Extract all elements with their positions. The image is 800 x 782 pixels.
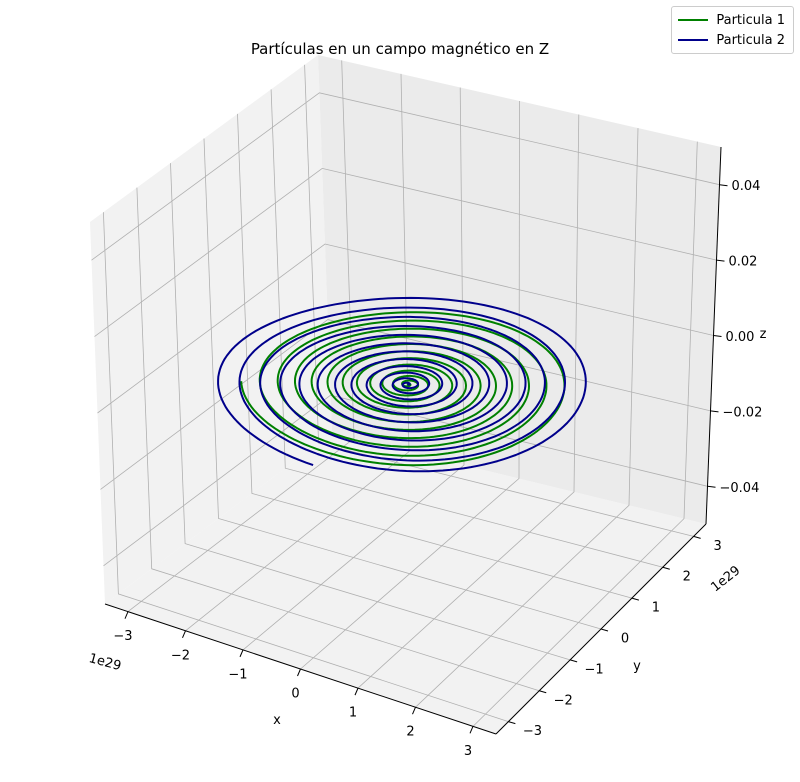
legend-swatch-1 [678, 19, 709, 21]
legend-label-1: Particula 1 [716, 12, 785, 28]
z-tick-mark [716, 259, 725, 262]
y-tick-mark [539, 690, 547, 694]
x-tick-mark [354, 687, 359, 696]
x-grid-line [357, 114, 580, 689]
z-grid-line [97, 243, 714, 414]
x-tick-label: 2 [406, 725, 414, 740]
y-tick-label: 3 [713, 539, 721, 554]
grid-lines [91, 60, 720, 727]
y-grid-line [304, 64, 694, 537]
x-tick-mark [412, 707, 416, 715]
chart-title: Partículas en un campo magnético en Z [251, 40, 549, 58]
z-tick-label: 0.02 [729, 255, 758, 270]
z-grid-line [94, 167, 717, 337]
y-tick-label: 0 [621, 632, 629, 647]
z-tick-label: 0.04 [732, 179, 761, 194]
y-tick-mark [631, 597, 640, 601]
y-grid-line [203, 138, 602, 630]
series-line-2 [217, 296, 587, 473]
x-tick-label: −3 [113, 629, 132, 644]
x-tick-label: 3 [464, 744, 472, 759]
x-tick-mark [124, 611, 129, 619]
z-tick-mark [713, 335, 722, 337]
x-offset-label: 1e29 [87, 651, 123, 674]
z-tick-label: −0.02 [723, 405, 763, 420]
y-tick-label: −1 [585, 662, 604, 677]
z-grid-line [103, 394, 708, 567]
z-tick-mark [707, 485, 716, 488]
x-tick-label: −2 [171, 648, 190, 663]
legend-entry-2: Particula 2 [678, 30, 785, 50]
y-tick-label: −2 [554, 693, 573, 708]
legend-entry-1: Particula 1 [678, 10, 785, 30]
x-grid-line [300, 100, 520, 670]
chart-legend: Particula 1 Particula 2 [671, 6, 794, 54]
z-tick-mark [710, 410, 719, 413]
x-tick-mark [469, 726, 474, 734]
z-axis-label: z [760, 327, 767, 342]
y-tick-mark [569, 659, 578, 663]
y-grid-line [170, 163, 571, 661]
x-tick-mark [182, 630, 186, 638]
y-grid-line [103, 212, 509, 722]
x-tick-label: −1 [228, 667, 247, 682]
y-tick-label: −3 [523, 724, 542, 739]
tick-labels: −3 −2 −1 0 1 2 3 −3 −2 −1 0 1 2 3 −0.04 −0.02 0.00 0.02 0.… [113, 179, 762, 759]
y-tick-mark [508, 721, 516, 725]
x-grid-line [127, 60, 355, 612]
x-grid-line [242, 87, 465, 651]
z-tick-label: 0.00 [726, 330, 755, 345]
y-tick-label: 1 [652, 601, 660, 616]
x-tick-label: 0 [291, 687, 299, 702]
y-tick-mark [693, 535, 701, 539]
x-grid-line [415, 128, 639, 708]
y-grid-line [136, 187, 540, 692]
x-grid-line [472, 141, 698, 727]
y-grid-line [237, 113, 633, 599]
data-series [217, 296, 587, 473]
x-grid-line [185, 73, 410, 632]
legend-label-2: Particula 2 [716, 32, 785, 48]
legend-swatch-2 [678, 39, 709, 41]
y-tick-mark [662, 566, 670, 570]
y-axis-label: y [633, 659, 641, 674]
x-axis-label: x [273, 713, 281, 728]
series-line-1 [240, 311, 566, 467]
y-tick-mark [600, 628, 609, 632]
y-tick-label: 2 [683, 570, 691, 585]
y-offset-label: 1e29 [708, 563, 743, 595]
z-grid-line [91, 92, 720, 261]
x-tick-mark [297, 668, 301, 677]
y-grid-line [270, 89, 663, 568]
z-grid-line [100, 319, 711, 490]
x-tick-mark [239, 649, 244, 658]
z-tick-mark [719, 184, 728, 187]
z-tick-label: −0.04 [720, 481, 760, 496]
x-tick-label: 1 [349, 706, 357, 721]
